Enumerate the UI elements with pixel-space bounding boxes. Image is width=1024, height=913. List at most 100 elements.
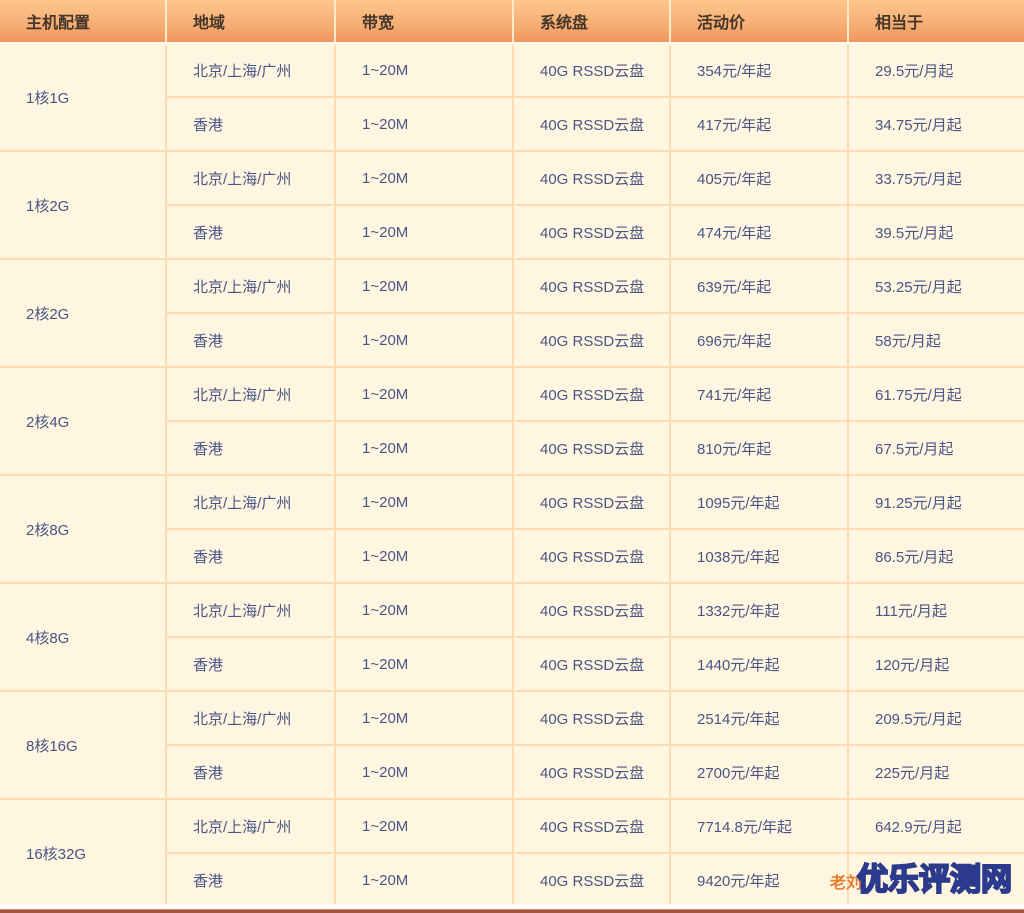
region-cell: 北京/上海/广州 xyxy=(166,367,336,422)
config-cell: 8核16G xyxy=(0,691,167,800)
table-row: 香港 1~20M 40G RSSD云盘 810元/年起 67.5元/月起 xyxy=(0,421,1024,476)
config-cell: 1核2G xyxy=(0,151,167,260)
table-row: 香港 1~20M 40G RSSD云盘 474元/年起 39.5元/月起 xyxy=(0,205,1024,260)
table-row: 香港 1~20M 40G RSSD云盘 2700元/年起 225元/月起 xyxy=(0,745,1024,800)
monthly-cell: 91.25元/月起 xyxy=(848,475,1024,530)
region-cell: 北京/上海/广州 xyxy=(166,583,336,638)
monthly-cell: 642.9元/月起 xyxy=(848,799,1024,854)
disk-cell: 40G RSSD云盘 xyxy=(513,151,671,206)
monthly-cell: 58元/月起 xyxy=(848,313,1024,368)
disk-cell: 40G RSSD云盘 xyxy=(513,313,671,368)
price-cell: 639元/年起 xyxy=(670,259,849,314)
region-cell: 香港 xyxy=(166,313,336,368)
header-row: 主机配置 地域 带宽 系统盘 活动价 相当于 xyxy=(0,0,1024,45)
column-header-disk: 系统盘 xyxy=(513,0,671,45)
monthly-cell: 33.75元/月起 xyxy=(848,151,1024,206)
page-bottom-divider xyxy=(0,904,1024,913)
table-row: 2核4G 北京/上海/广州 1~20M 40G RSSD云盘 741元/年起 61.75元… xyxy=(0,367,1024,476)
bandwidth-cell: 1~20M xyxy=(335,97,514,152)
disk-cell: 40G RSSD云盘 xyxy=(513,799,671,854)
region-cell: 香港 xyxy=(166,637,336,692)
region-cell: 北京/上海/广州 xyxy=(166,151,336,206)
disk-cell: 40G RSSD云盘 xyxy=(513,421,671,476)
monthly-cell: 67.5元/月起 xyxy=(848,421,1024,476)
bandwidth-cell: 1~20M xyxy=(335,529,514,584)
table-header: 主机配置 地域 带宽 系统盘 活动价 相当于 xyxy=(0,0,1024,45)
column-header-bandwidth: 带宽 xyxy=(335,0,514,45)
price-cell: 696元/年起 xyxy=(670,313,849,368)
bandwidth-cell: 1~20M xyxy=(335,421,514,476)
monthly-cell: 111元/月起 xyxy=(848,583,1024,638)
bandwidth-cell: 1~20M xyxy=(335,367,514,422)
disk-cell: 40G RSSD云盘 xyxy=(513,637,671,692)
table-row: 4核8G 北京/上海/广州 1~20M 40G RSSD云盘 1332元/年起 111元/… xyxy=(0,583,1024,692)
table-row: 香港 1~20M 40G RSSD云盘 9420元/年起 xyxy=(0,853,1024,908)
column-header-price: 活动价 xyxy=(670,0,849,45)
monthly-cell: 53.25元/月起 xyxy=(848,259,1024,314)
region-cell: 香港 xyxy=(166,97,336,152)
disk-cell: 40G RSSD云盘 xyxy=(513,475,671,530)
monthly-cell xyxy=(848,853,1024,908)
pricing-table-body: 1核1G 北京/上海/广州 1~20M 40G RSSD云盘 354元/年起 29.5元/… xyxy=(0,43,1024,908)
bandwidth-cell: 1~20M xyxy=(335,151,514,206)
disk-cell: 40G RSSD云盘 xyxy=(513,853,671,908)
bandwidth-cell: 1~20M xyxy=(335,637,514,692)
monthly-cell: 39.5元/月起 xyxy=(848,205,1024,260)
disk-cell: 40G RSSD云盘 xyxy=(513,367,671,422)
disk-cell: 40G RSSD云盘 xyxy=(513,43,671,98)
bandwidth-cell: 1~20M xyxy=(335,475,514,530)
monthly-cell: 34.75元/月起 xyxy=(848,97,1024,152)
region-cell: 香港 xyxy=(166,853,336,908)
table-row: 2核2G 北京/上海/广州 1~20M 40G RSSD云盘 639元/年起 53.25元… xyxy=(0,259,1024,368)
price-cell: 2700元/年起 xyxy=(670,745,849,800)
price-cell: 1095元/年起 xyxy=(670,475,849,530)
region-cell: 北京/上海/广州 xyxy=(166,43,336,98)
price-cell: 1332元/年起 xyxy=(670,583,849,638)
region-cell: 北京/上海/广州 xyxy=(166,259,336,314)
region-cell: 北京/上海/广州 xyxy=(166,691,336,746)
table-row: 16核32G 北京/上海/广州 1~20M 40G RSSD云盘 7714.8元/年起 6… xyxy=(0,799,1024,908)
bandwidth-cell: 1~20M xyxy=(335,583,514,638)
config-cell: 2核8G xyxy=(0,475,167,584)
table-row: 香港 1~20M 40G RSSD云盘 1038元/年起 86.5元/月起 xyxy=(0,529,1024,584)
price-cell: 1038元/年起 xyxy=(670,529,849,584)
price-cell: 1440元/年起 xyxy=(670,637,849,692)
table-row: 1核1G 北京/上海/广州 1~20M 40G RSSD云盘 354元/年起 29.5元/… xyxy=(0,43,1024,152)
disk-cell: 40G RSSD云盘 xyxy=(513,97,671,152)
disk-cell: 40G RSSD云盘 xyxy=(513,205,671,260)
price-cell: 2514元/年起 xyxy=(670,691,849,746)
disk-cell: 40G RSSD云盘 xyxy=(513,259,671,314)
table-row: 香港 1~20M 40G RSSD云盘 1440元/年起 120元/月起 xyxy=(0,637,1024,692)
disk-cell: 40G RSSD云盘 xyxy=(513,529,671,584)
table-row: 香港 1~20M 40G RSSD云盘 696元/年起 58元/月起 xyxy=(0,313,1024,368)
monthly-cell: 86.5元/月起 xyxy=(848,529,1024,584)
disk-cell: 40G RSSD云盘 xyxy=(513,745,671,800)
region-cell: 北京/上海/广州 xyxy=(166,475,336,530)
price-cell: 417元/年起 xyxy=(670,97,849,152)
bandwidth-cell: 1~20M xyxy=(335,43,514,98)
table-row: 1核2G 北京/上海/广州 1~20M 40G RSSD云盘 405元/年起 33.75元… xyxy=(0,151,1024,260)
price-cell: 741元/年起 xyxy=(670,367,849,422)
price-cell: 354元/年起 xyxy=(670,43,849,98)
region-cell: 香港 xyxy=(166,529,336,584)
column-header-monthly: 相当于 xyxy=(848,0,1024,45)
monthly-cell: 225元/月起 xyxy=(848,745,1024,800)
price-cell: 810元/年起 xyxy=(670,421,849,476)
price-cell: 7714.8元/年起 xyxy=(670,799,849,854)
config-cell: 2核4G xyxy=(0,367,167,476)
column-header-config: 主机配置 xyxy=(0,0,167,45)
bandwidth-cell: 1~20M xyxy=(335,799,514,854)
bandwidth-cell: 1~20M xyxy=(335,205,514,260)
config-cell: 2核2G xyxy=(0,259,167,368)
disk-cell: 40G RSSD云盘 xyxy=(513,691,671,746)
region-cell: 香港 xyxy=(166,205,336,260)
bandwidth-cell: 1~20M xyxy=(335,313,514,368)
config-cell: 4核8G xyxy=(0,583,167,692)
table-row: 2核8G 北京/上海/广州 1~20M 40G RSSD云盘 1095元/年起 91.25… xyxy=(0,475,1024,584)
bandwidth-cell: 1~20M xyxy=(335,691,514,746)
disk-cell: 40G RSSD云盘 xyxy=(513,583,671,638)
monthly-cell: 61.75元/月起 xyxy=(848,367,1024,422)
monthly-cell: 209.5元/月起 xyxy=(848,691,1024,746)
